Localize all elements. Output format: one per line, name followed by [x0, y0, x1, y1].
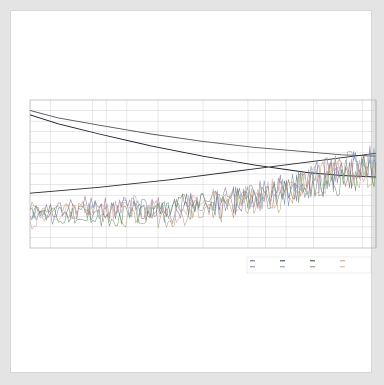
chart-grid — [29, 99, 377, 249]
series-line-smooth — [29, 114, 377, 178]
series-line-noisy — [29, 148, 377, 225]
series-line-noisy — [29, 153, 377, 230]
chart-legend — [246, 256, 372, 274]
series-lines — [29, 109, 377, 230]
legend-box — [246, 256, 372, 274]
series-line-smooth — [29, 152, 377, 194]
series-line-smooth — [29, 109, 377, 157]
